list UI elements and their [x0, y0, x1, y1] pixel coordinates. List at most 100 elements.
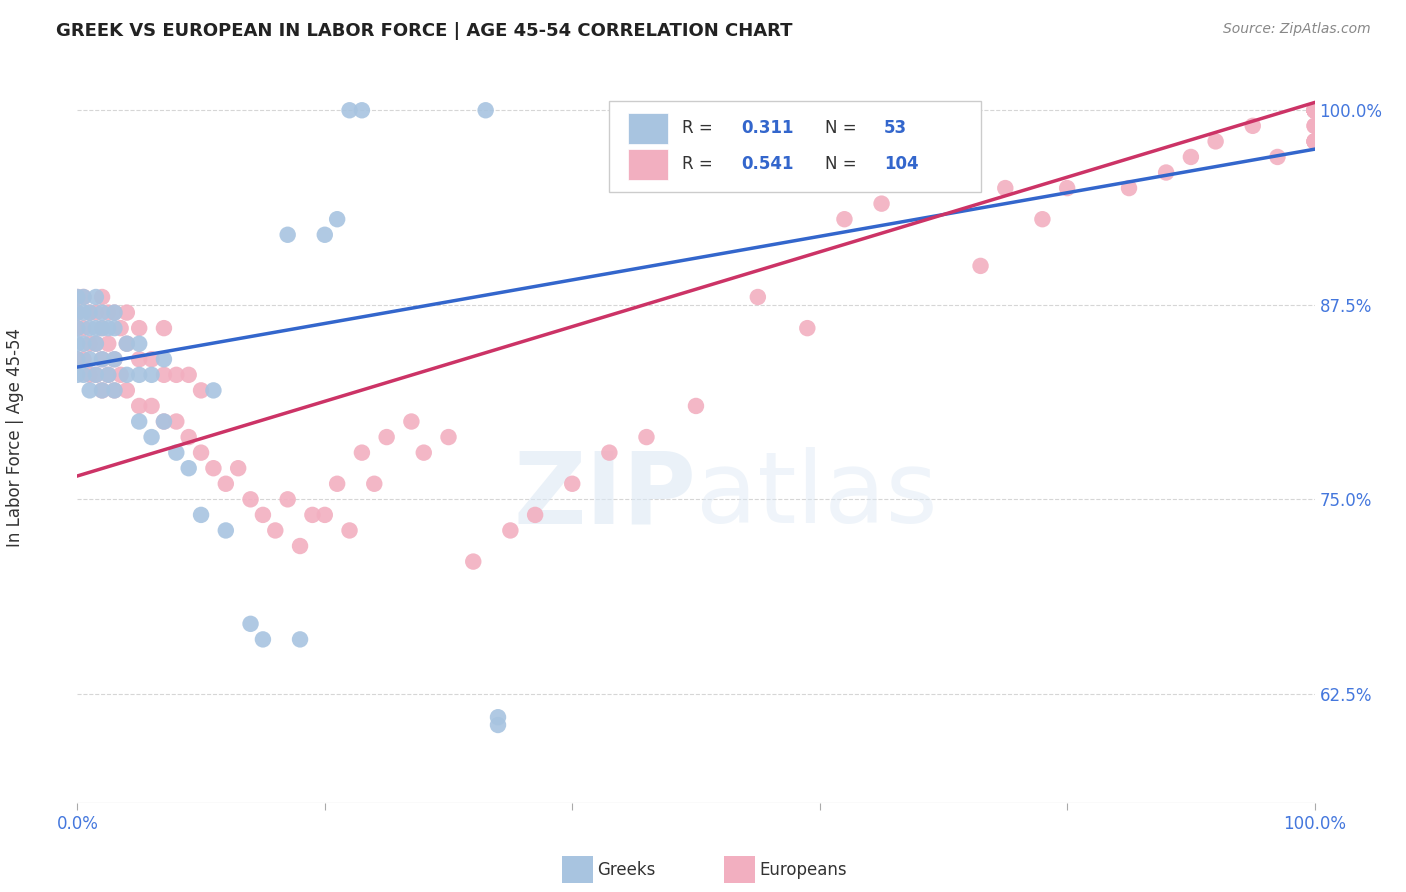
Point — [79, 305, 101, 319]
Point — [91, 384, 114, 398]
Point — [66, 352, 89, 367]
Point — [97, 321, 120, 335]
Point — [1303, 103, 1326, 118]
Point — [401, 415, 423, 429]
Point — [834, 212, 856, 227]
Point — [288, 632, 311, 647]
Point — [1303, 103, 1326, 118]
Point — [239, 492, 262, 507]
Bar — [628, 149, 668, 179]
Point — [339, 103, 361, 118]
Point — [115, 368, 138, 382]
Point — [141, 352, 163, 367]
Point — [326, 476, 349, 491]
Point — [97, 336, 120, 351]
Point — [363, 476, 385, 491]
Text: atlas: atlas — [696, 447, 938, 544]
Point — [110, 321, 132, 335]
Point — [1241, 119, 1264, 133]
Point — [165, 415, 187, 429]
Point — [288, 539, 311, 553]
Point — [1303, 103, 1326, 118]
Point — [598, 445, 620, 459]
Point — [215, 476, 238, 491]
Point — [314, 227, 336, 242]
Point — [66, 321, 89, 335]
Point — [79, 321, 101, 335]
Point — [84, 321, 107, 335]
Point — [907, 135, 929, 149]
Point — [252, 632, 274, 647]
Text: N =: N = — [825, 155, 862, 173]
Point — [1205, 135, 1227, 149]
Point — [72, 290, 94, 304]
Point — [103, 384, 125, 398]
Point — [72, 290, 94, 304]
Point — [1118, 181, 1140, 195]
Point — [202, 461, 225, 475]
Point — [66, 368, 89, 382]
Point — [1303, 103, 1326, 118]
Text: In Labor Force | Age 45-54: In Labor Force | Age 45-54 — [7, 327, 24, 547]
Point — [1154, 165, 1177, 179]
Text: R =: R = — [682, 120, 718, 137]
Point — [277, 492, 299, 507]
Point — [84, 336, 107, 351]
Point — [79, 352, 101, 367]
Point — [339, 524, 361, 538]
Point — [79, 368, 101, 382]
Text: R =: R = — [682, 155, 718, 173]
Point — [91, 384, 114, 398]
Point — [72, 336, 94, 351]
Point — [1180, 150, 1202, 164]
Point — [128, 399, 150, 413]
Point — [1267, 150, 1289, 164]
Point — [141, 368, 163, 382]
Point — [264, 524, 287, 538]
Point — [165, 445, 187, 459]
Point — [1303, 103, 1326, 118]
Point — [72, 368, 94, 382]
Text: GREEK VS EUROPEAN IN LABOR FORCE | AGE 45-54 CORRELATION CHART: GREEK VS EUROPEAN IN LABOR FORCE | AGE 4… — [56, 22, 793, 40]
Point — [91, 321, 114, 335]
Point — [103, 352, 125, 367]
Point — [277, 227, 299, 242]
Text: 104: 104 — [884, 155, 918, 173]
Point — [474, 103, 496, 118]
Point — [1303, 103, 1326, 118]
Point — [84, 368, 107, 382]
Point — [463, 555, 485, 569]
Text: ZIP: ZIP — [513, 447, 696, 544]
Point — [103, 384, 125, 398]
Point — [994, 181, 1017, 195]
Text: 0.311: 0.311 — [742, 120, 794, 137]
Point — [91, 352, 114, 367]
Point — [91, 305, 114, 319]
Point — [1303, 135, 1326, 149]
Point — [1303, 103, 1326, 118]
Bar — [628, 113, 668, 144]
Point — [969, 259, 991, 273]
Text: 0.541: 0.541 — [742, 155, 794, 173]
Point — [84, 336, 107, 351]
Point — [314, 508, 336, 522]
Point — [1303, 103, 1326, 118]
Point — [932, 165, 955, 179]
Point — [66, 305, 89, 319]
Point — [350, 445, 373, 459]
Point — [115, 305, 138, 319]
Point — [1303, 103, 1326, 118]
Point — [91, 321, 114, 335]
Point — [190, 445, 212, 459]
Point — [486, 710, 509, 724]
Point — [1303, 103, 1326, 118]
Point — [66, 352, 89, 367]
FancyBboxPatch shape — [609, 101, 980, 192]
Point — [84, 305, 107, 319]
Point — [91, 352, 114, 367]
Point — [97, 368, 120, 382]
Point — [91, 290, 114, 304]
Point — [685, 399, 707, 413]
Point — [437, 430, 460, 444]
Point — [524, 508, 547, 522]
